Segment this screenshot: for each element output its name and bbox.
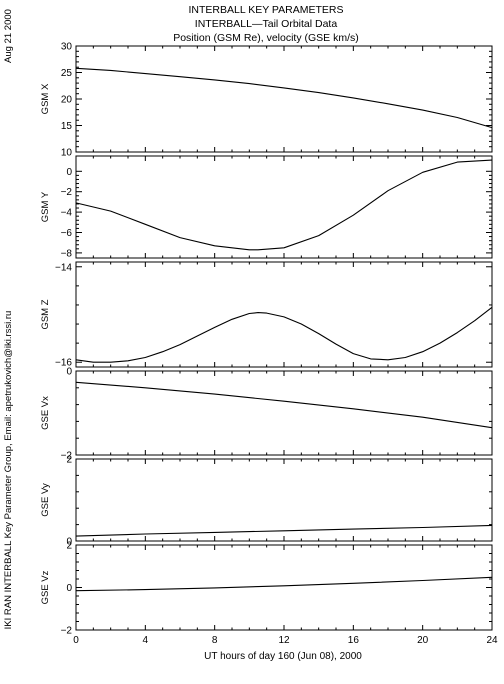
x-tick-label-5: 20 bbox=[417, 635, 429, 646]
x-tick-label-3: 12 bbox=[278, 635, 290, 646]
y-tick-label-0-0: 10 bbox=[61, 148, 73, 159]
y-tick-label-1-0: −8 bbox=[61, 248, 73, 259]
y-tick-label-1-4: 0 bbox=[66, 167, 72, 178]
y-axis-label-3: GSE Vx bbox=[40, 396, 51, 430]
title-line-2: INTERBALL—Tail Orbital Data bbox=[195, 18, 338, 30]
panel-frame-0 bbox=[75, 45, 493, 153]
y-tick-label-4-1: 2 bbox=[66, 455, 72, 466]
y-tick-label-0-4: 30 bbox=[61, 42, 73, 53]
y-axis-label-2: GSM Z bbox=[40, 299, 51, 329]
x-tick-label-1: 4 bbox=[143, 635, 149, 646]
series-line-0-0 bbox=[75, 67, 493, 129]
x-tick-label-2: 8 bbox=[212, 635, 218, 646]
x-tick-label-6: 24 bbox=[486, 635, 498, 646]
panel-frame-3 bbox=[75, 370, 493, 456]
y-tick-label-4-0: 0 bbox=[66, 537, 72, 548]
series-line-1-0 bbox=[75, 159, 493, 251]
y-tick-label-3-1: 0 bbox=[66, 367, 72, 378]
series-line-3-0 bbox=[75, 381, 493, 429]
y-axis-label-4: GSE Vy bbox=[40, 483, 51, 517]
y-tick-label-0-1: 15 bbox=[61, 121, 73, 132]
y-tick-label-2-0: −16 bbox=[55, 358, 72, 369]
x-tick-label-0: 0 bbox=[73, 635, 79, 646]
series-line-2-0 bbox=[75, 306, 493, 363]
panel-frame-5 bbox=[75, 544, 493, 631]
y-tick-label-5-0: −2 bbox=[61, 626, 73, 637]
panel-frame-4 bbox=[75, 458, 493, 542]
title-line-1: INTERBALL KEY PARAMETERS bbox=[188, 4, 343, 16]
y-tick-label-1-3: −2 bbox=[61, 187, 73, 198]
panel-frame-1 bbox=[75, 155, 493, 259]
y-tick-label-5-2: 2 bbox=[66, 541, 72, 552]
y-tick-label-2-1: −14 bbox=[55, 262, 72, 273]
x-axis-label: UT hours of day 160 (Jun 08), 2000 bbox=[204, 651, 362, 662]
y-tick-label-1-2: −4 bbox=[61, 208, 73, 219]
y-axis-label-5: GSE Vz bbox=[40, 570, 51, 604]
title-line-3: Position (GSM Re), velocity (GSE km/s) bbox=[173, 32, 359, 44]
y-tick-label-0-3: 25 bbox=[61, 68, 73, 79]
y-tick-label-5-1: 0 bbox=[66, 583, 72, 594]
y-tick-label-3-0: −2 bbox=[61, 451, 73, 462]
y-axis-label-1: GSM Y bbox=[40, 191, 51, 222]
credit-line: IKI RAN INTERBALL Key Parameter Group, E… bbox=[3, 311, 14, 630]
series-line-4-0 bbox=[75, 524, 493, 537]
y-tick-label-0-2: 20 bbox=[61, 95, 73, 106]
print-date: Aug 21 2000 bbox=[3, 9, 14, 63]
y-axis-label-0: GSM X bbox=[40, 83, 51, 114]
x-tick-label-4: 16 bbox=[348, 635, 360, 646]
y-tick-label-1-1: −6 bbox=[61, 228, 73, 239]
series-line-5-0 bbox=[75, 576, 493, 592]
panel-frame-2 bbox=[75, 261, 493, 368]
